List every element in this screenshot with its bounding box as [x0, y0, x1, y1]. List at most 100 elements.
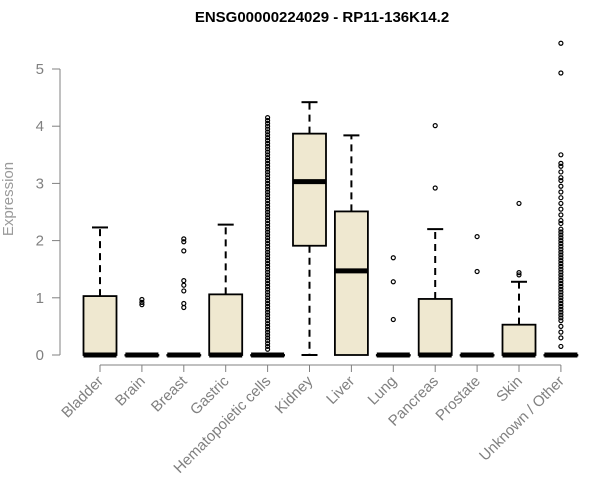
outlier-point	[558, 177, 564, 184]
box-unknown-other	[543, 40, 579, 358]
outlier-point	[558, 212, 564, 218]
outlier-point	[265, 260, 271, 267]
outlier-point	[558, 243, 564, 249]
outlier-point	[432, 185, 438, 191]
outlier-point	[265, 232, 271, 238]
outlier-point	[474, 233, 480, 240]
outlier-point	[558, 318, 564, 324]
outlier-point	[265, 132, 271, 138]
outlier-point	[558, 306, 564, 312]
outlier-point	[265, 238, 271, 244]
outlier-point	[558, 335, 564, 341]
outlier-point	[265, 146, 271, 152]
x-tick-label: Kidney	[272, 372, 317, 417]
outlier-point	[265, 258, 271, 264]
outlier-point	[558, 70, 564, 76]
outlier-point	[265, 280, 271, 287]
outlier-point	[558, 343, 564, 350]
y-tick-label: 1	[36, 290, 44, 307]
outlier-point	[265, 272, 271, 278]
outlier-point	[558, 309, 564, 315]
outlier-point	[516, 200, 522, 207]
outlier-point	[265, 292, 271, 298]
outlier-point	[558, 183, 564, 189]
outlier-point	[265, 332, 271, 338]
outlier-point	[558, 252, 564, 258]
outlier-point	[558, 329, 564, 335]
outlier-point	[265, 320, 271, 327]
box-lung	[375, 255, 411, 358]
outlier-point	[558, 289, 564, 295]
outlier-point	[558, 263, 564, 269]
outlier-point	[265, 137, 271, 144]
outlier-point	[265, 169, 271, 175]
outlier-point	[265, 186, 271, 192]
outlier-point	[265, 183, 271, 189]
outlier-point	[265, 172, 271, 178]
outlier-point	[265, 157, 271, 164]
outlier-point	[265, 335, 271, 341]
outlier-point	[265, 340, 271, 347]
outlier-point	[558, 315, 564, 321]
y-tick-label: 5	[36, 61, 44, 78]
outlier-point	[265, 140, 271, 146]
box-liver	[333, 134, 369, 356]
x-tick-label: Breast	[148, 372, 191, 415]
outlier-point	[139, 299, 145, 305]
outlier-point	[265, 160, 271, 166]
outlier-point	[265, 286, 271, 292]
outlier-point	[558, 229, 564, 235]
x-tick-label: Brain	[112, 373, 149, 410]
outlier-point	[516, 272, 522, 278]
outlier-point	[265, 278, 271, 284]
outlier-point	[265, 315, 271, 321]
box-iqr	[417, 298, 453, 356]
outlier-point	[265, 143, 271, 149]
outlier-point	[265, 343, 271, 350]
box-iqr	[292, 132, 327, 247]
outlier-point	[265, 117, 271, 124]
outlier-point	[181, 236, 187, 242]
outlier-point	[181, 288, 187, 294]
y-tick-label: 0	[36, 347, 44, 364]
box-iqr	[333, 210, 369, 356]
outlier-point	[265, 226, 271, 232]
outlier-point	[265, 209, 271, 215]
x-tick-label: Prostate	[432, 373, 484, 425]
outlier-point	[265, 212, 271, 218]
outlier-point	[265, 180, 271, 186]
x-tick-label: Liver	[323, 373, 358, 408]
outlier-point	[558, 275, 564, 281]
outlier-point	[390, 255, 396, 261]
outlier-point	[181, 239, 187, 245]
outlier-point	[265, 200, 271, 207]
outlier-point	[558, 249, 564, 255]
outlier-point	[558, 292, 564, 298]
outlier-point	[139, 296, 145, 303]
outlier-point	[265, 312, 271, 318]
box-breast	[166, 236, 202, 358]
outlier-point	[265, 163, 271, 169]
outlier-point	[265, 323, 271, 329]
outlier-point	[558, 40, 564, 46]
outlier-point	[558, 266, 564, 272]
outlier-point	[265, 197, 271, 204]
outlier-point	[265, 326, 271, 332]
outlier-point	[390, 279, 396, 285]
outlier-point	[265, 126, 271, 132]
outlier-point	[265, 149, 271, 155]
outlier-point	[558, 232, 564, 238]
box-prostate	[459, 233, 495, 358]
outlier-point	[558, 258, 564, 264]
outlier-point	[265, 295, 271, 301]
outlier-point	[265, 152, 271, 158]
outlier-point	[558, 283, 564, 289]
outlier-point	[265, 246, 271, 252]
outlier-point	[558, 189, 564, 195]
outlier-point	[265, 249, 271, 255]
y-tick-label: 2	[36, 233, 44, 250]
outlier-point	[265, 135, 271, 141]
outlier-point	[265, 309, 271, 315]
outlier-point	[265, 217, 271, 224]
